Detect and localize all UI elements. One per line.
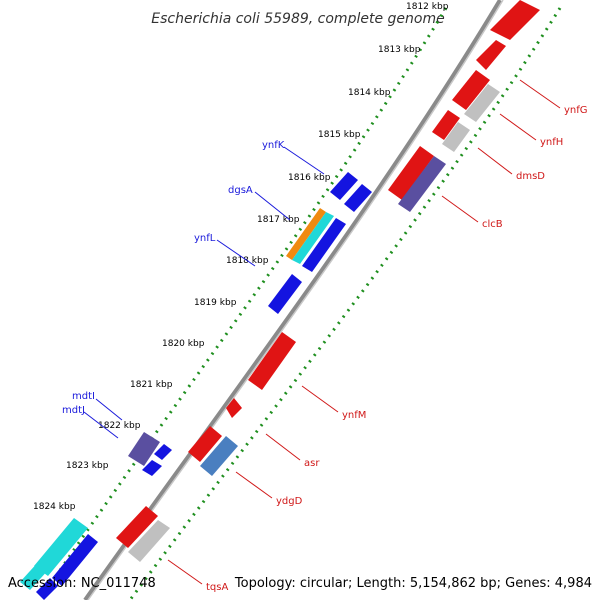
leader-ynfM bbox=[301, 385, 339, 413]
gene-ynfK-partner[interactable] bbox=[344, 184, 372, 212]
gene-label-dmsD[interactable]: dmsD bbox=[516, 171, 545, 182]
tick-label: 1817 kbp bbox=[257, 215, 300, 225]
leader-dmsD bbox=[477, 147, 513, 175]
gene-ynfH-grey[interactable] bbox=[442, 122, 470, 152]
gene-mdtI[interactable] bbox=[128, 432, 160, 466]
gene-dgsA-cyan[interactable] bbox=[292, 212, 334, 264]
gene-tqsA-grey[interactable] bbox=[128, 520, 170, 562]
tick-labels: 1812 kbp 1813 kbp 1814 kbp 1815 kbp 1816… bbox=[33, 2, 449, 512]
gene-asr[interactable] bbox=[188, 426, 222, 462]
tick-label: 1819 kbp bbox=[194, 298, 237, 308]
gene-label-ynfH[interactable]: ynfH bbox=[540, 137, 563, 148]
map-title: Escherichia coli 55989, complete genome bbox=[151, 11, 444, 27]
leader-mdtJ bbox=[83, 411, 119, 439]
gene-label-ynfK[interactable]: ynfK bbox=[262, 140, 285, 151]
tick-label: 1815 kbp bbox=[318, 130, 361, 140]
gene-label-clcB[interactable]: clcB bbox=[482, 219, 503, 230]
gene-ynfL[interactable] bbox=[268, 274, 302, 314]
tick-label: 1812 kbp bbox=[406, 2, 449, 12]
gene-asr-small[interactable] bbox=[226, 398, 242, 418]
reverse-genes bbox=[116, 0, 540, 562]
footer-summary: Topology: circular; Length: 5,154,862 bp… bbox=[234, 576, 592, 591]
gene-labels: ynfK dgsA ynfL mdtI mdtJ ynfG ynfH dmsD … bbox=[62, 105, 588, 593]
gene-forward-cyan[interactable] bbox=[34, 518, 88, 576]
gene-dgsA-blue[interactable] bbox=[302, 218, 346, 272]
gene-label-mdtI[interactable]: mdtI bbox=[72, 391, 95, 402]
gene-label-ydgD[interactable]: ydgD bbox=[276, 496, 303, 507]
leader-mdtI bbox=[95, 398, 123, 421]
gene-label-asr[interactable]: asr bbox=[304, 458, 320, 469]
gene-reverse-2[interactable] bbox=[476, 40, 506, 70]
leader-ynfH bbox=[499, 113, 537, 141]
gene-label-ynfG[interactable]: ynfG bbox=[564, 105, 588, 116]
gene-forward-cyan-2[interactable] bbox=[20, 560, 50, 590]
gene-reverse-top[interactable] bbox=[490, 0, 540, 40]
gene-dgsA-orange[interactable] bbox=[286, 208, 326, 260]
tick-label: 1813 kbp bbox=[378, 45, 421, 55]
footer-accession: Accession: NC_011748 bbox=[8, 576, 156, 591]
leader-ynfG bbox=[519, 79, 561, 109]
leader-lines bbox=[83, 79, 561, 585]
gene-label-ynfM[interactable]: ynfM bbox=[342, 410, 366, 421]
leader-ydgD bbox=[235, 471, 273, 499]
gene-forward-blue-2[interactable] bbox=[36, 578, 58, 600]
tick-label: 1822 kbp bbox=[98, 421, 141, 431]
leader-tqsA bbox=[167, 559, 203, 585]
tick-label: 1814 kbp bbox=[348, 88, 391, 98]
gene-mdtJ-b[interactable] bbox=[154, 444, 172, 460]
gene-label-ynfL[interactable]: ynfL bbox=[194, 233, 216, 244]
leader-asr bbox=[265, 433, 301, 461]
gene-ynfG-red[interactable] bbox=[452, 70, 490, 110]
gene-label-dgsA[interactable]: dgsA bbox=[228, 185, 253, 196]
tick-label: 1816 kbp bbox=[288, 173, 331, 183]
outer-tick-ring bbox=[38, 7, 448, 600]
leader-dgsA bbox=[254, 191, 291, 221]
tick-label: 1821 kbp bbox=[130, 380, 173, 390]
leader-ynfK bbox=[283, 146, 325, 175]
gene-dmsD[interactable] bbox=[388, 146, 434, 200]
gene-ynfG-grey[interactable] bbox=[464, 84, 500, 122]
gene-label-tqsA[interactable]: tqsA bbox=[206, 582, 228, 593]
gene-forward-blue[interactable] bbox=[52, 534, 98, 586]
tick-label: 1824 kbp bbox=[33, 502, 76, 512]
gene-clcB[interactable] bbox=[398, 156, 446, 212]
tick-label: 1820 kbp bbox=[162, 339, 205, 349]
leader-ynfL bbox=[216, 239, 256, 267]
gene-label-mdtJ[interactable]: mdtJ bbox=[62, 405, 85, 416]
tick-label: 1823 kbp bbox=[66, 461, 109, 471]
gene-ynfK[interactable] bbox=[330, 172, 358, 200]
leader-clcB bbox=[441, 195, 479, 223]
gene-ynfH[interactable] bbox=[432, 110, 460, 140]
gene-mdtJ-a[interactable] bbox=[142, 460, 162, 476]
gene-ynfM[interactable] bbox=[248, 332, 296, 390]
forward-genes bbox=[20, 172, 372, 600]
gene-ydgD[interactable] bbox=[200, 436, 238, 476]
gene-tqsA[interactable] bbox=[116, 506, 158, 548]
